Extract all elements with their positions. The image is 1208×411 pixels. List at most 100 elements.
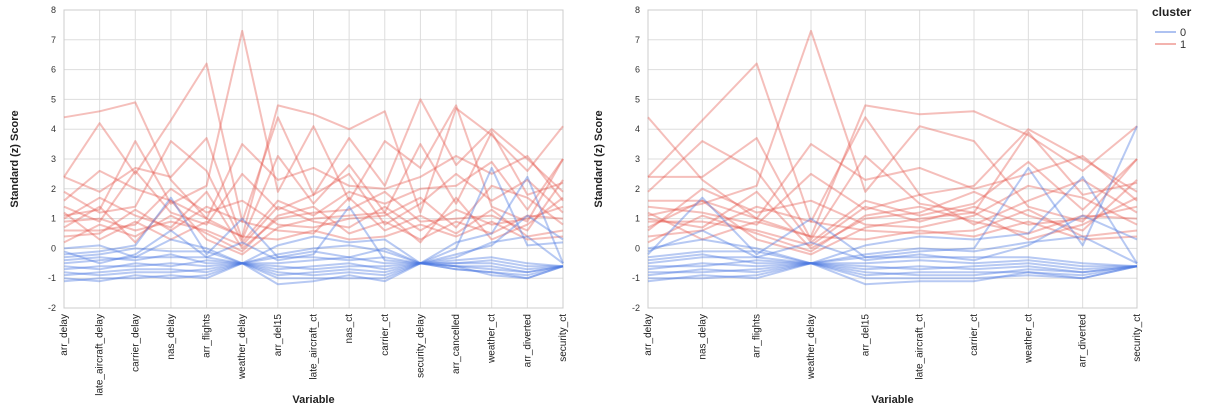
y-tick-label: 5 [635, 94, 640, 104]
x-tick-label: security_delay [415, 314, 426, 378]
series-line-cluster-1 [63, 143, 564, 220]
y-tick-label: 6 [635, 65, 640, 75]
x-tick-label: nas_delay [697, 314, 708, 360]
y-tick-label: 3 [635, 154, 640, 164]
y-tick-label: 0 [635, 243, 640, 253]
y-tick-label: -1 [632, 273, 640, 283]
x-tick-label: carrier_ct [380, 314, 391, 356]
x-tick-label: nas_ct [344, 314, 355, 344]
series-line-cluster-1 [63, 169, 564, 226]
series-line-cluster-0 [647, 253, 1138, 268]
legend-title: cluster [1152, 5, 1192, 19]
y-tick-label: 5 [51, 94, 56, 104]
y-tick-label: 0 [51, 243, 56, 253]
x-tick-label: arr_del15 [273, 314, 284, 357]
series-line-cluster-1 [647, 205, 1138, 238]
legend: cluster 0 1 [1152, 5, 1192, 51]
x-tick-label: arr_diverted [1078, 314, 1089, 367]
x-tick-label: arr_flights [202, 314, 213, 358]
series-line-cluster-0 [63, 262, 564, 277]
series-line-cluster-1 [63, 62, 564, 223]
series-line-cluster-0 [647, 125, 1138, 259]
x-axis-title: Variable [871, 394, 913, 406]
y-axis-title: Standard (z) Score [593, 110, 605, 207]
series-line-cluster-0 [647, 262, 1138, 277]
x-axis-title: Variable [292, 394, 334, 406]
right-chart-panel: -2 -1 0 1 2 3 4 5 6 7 8 arr_delay nas_delay arr_fligh… [593, 5, 1143, 406]
x-tick-label: weather_delay [237, 314, 248, 380]
series-line-cluster-0 [63, 262, 564, 283]
series-line-cluster-0 [648, 262, 1138, 277]
y-tick-label: 3 [51, 154, 56, 164]
series-line-cluster-0 [63, 166, 564, 265]
y-tick-label: 8 [51, 5, 56, 15]
plot-frame [647, 9, 1138, 309]
series-line-cluster-0 [648, 259, 1138, 271]
x-tick-label: security_ct [1132, 314, 1143, 362]
y-tick-label: 7 [635, 35, 640, 45]
y-tick-label: -1 [48, 273, 56, 283]
series-line-cluster-0 [647, 235, 1138, 265]
series-line-cluster-1 [63, 140, 564, 244]
series-line-cluster-1 [63, 205, 564, 253]
y-tick-label: 7 [51, 35, 56, 45]
y-tick-label: 4 [635, 124, 640, 134]
series-line-cluster-0 [647, 262, 1138, 274]
series-line-cluster-0 [63, 262, 564, 274]
x-tick-label: carrier_delay [130, 314, 141, 372]
x-tick-label: weather_ct [1023, 314, 1034, 364]
series-line-cluster-0 [647, 214, 1138, 262]
series-line-cluster-1 [647, 205, 1138, 253]
y-tick-label: -2 [632, 303, 640, 313]
x-tick-label: arr_del15 [860, 314, 871, 357]
series-line-cluster-1 [648, 131, 1138, 241]
series-line-cluster-1 [63, 205, 564, 247]
series-line-cluster-1 [647, 172, 1138, 226]
series-line-cluster-1 [63, 101, 564, 238]
series-line-cluster-1 [647, 184, 1138, 232]
y-tick-label: 6 [51, 65, 56, 75]
x-tick-label: late_aircraft_delay [95, 314, 106, 396]
y-tick-label: 4 [51, 124, 56, 134]
x-tick-label: arr_cancelled [451, 314, 462, 374]
series-line-cluster-1 [648, 143, 1138, 220]
series-line-cluster-0 [63, 262, 564, 286]
series-line-cluster-0 [647, 262, 1138, 286]
series-line-cluster-1 [63, 211, 564, 241]
series-line-cluster-1 [647, 62, 1138, 223]
series-line-cluster-1 [63, 131, 564, 241]
series-line-cluster-1 [647, 104, 1138, 238]
series-line-cluster-0 [63, 262, 564, 277]
y-tick-label: -2 [48, 303, 56, 313]
legend-label-0: 0 [1180, 27, 1186, 39]
x-tick-label: weather_delay [806, 314, 817, 380]
y-tick-label: 1 [51, 214, 56, 224]
series-line-cluster-0 [63, 175, 564, 265]
x-tick-label: late_aircraft_ct [309, 314, 320, 380]
series-line-cluster-1 [63, 196, 564, 256]
x-tick-label: arr_flights [752, 314, 763, 358]
x-tick-label: late_aircraft_ct [915, 314, 926, 380]
series-line-cluster-0 [63, 256, 563, 268]
series-line-cluster-1 [647, 29, 1138, 223]
y-tick-label: 2 [51, 184, 56, 194]
series-line-cluster-0 [63, 253, 564, 268]
series-line-cluster-0 [63, 235, 564, 265]
y-tick-label: 2 [635, 184, 640, 194]
x-tick-label: carrier_ct [969, 314, 980, 356]
series-line-cluster-1 [647, 140, 1138, 244]
series-line-cluster-1 [64, 184, 564, 232]
series-line-cluster-1 [647, 211, 1138, 241]
x-tick-label: security_ct [558, 314, 569, 362]
series-line-cluster-1 [63, 179, 564, 250]
x-tick-label: nas_delay [166, 314, 177, 360]
y-tick-label: 1 [635, 214, 640, 224]
legend-label-1: 1 [1180, 39, 1186, 51]
series-line-cluster-0 [647, 256, 1137, 268]
x-tick-label: weather_ct [487, 314, 498, 364]
y-axis-title: Standard (z) Score [9, 110, 21, 207]
series-line-cluster-0 [63, 259, 564, 271]
series-line-cluster-1 [63, 29, 564, 223]
